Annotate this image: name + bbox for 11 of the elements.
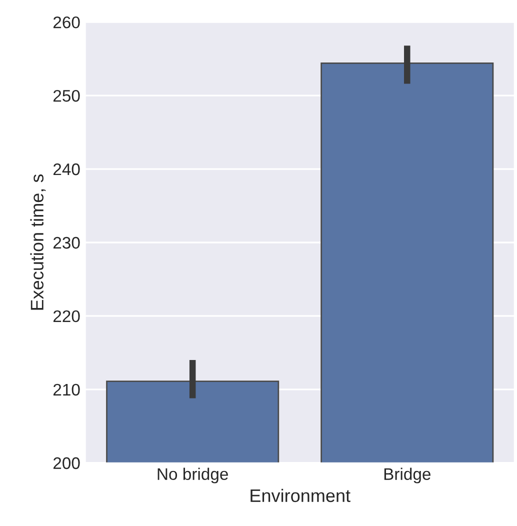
x-axis-title: Environment: [250, 488, 350, 502]
y-tick-label: 240: [53, 163, 80, 176]
y-tick-label: 210: [53, 384, 80, 396]
x-tick-label: No bridge: [158, 468, 228, 484]
y-tick-label: 220: [53, 310, 80, 322]
y-tick-label: 260: [53, 16, 80, 28]
y-tick-label: 250: [53, 90, 80, 102]
y-axis-title: Execution time, s: [30, 174, 46, 310]
y-tick-label: 230: [53, 236, 80, 249]
x-tick-label: Bridge: [384, 468, 430, 484]
y-tick-label: 200: [53, 457, 80, 470]
